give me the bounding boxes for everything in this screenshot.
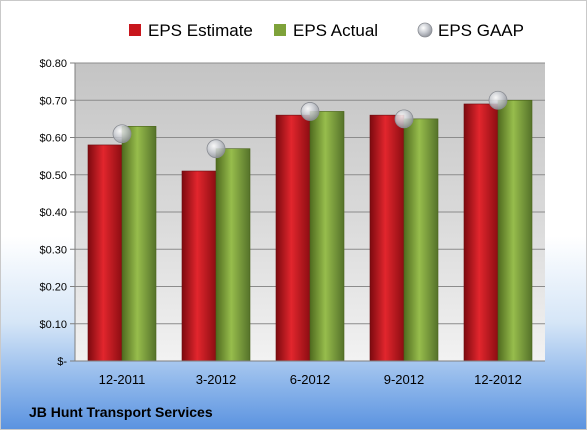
y-tick-label: $0.20 [39,282,67,294]
legend: EPS Estimate EPS Actual EPS GAAP [129,21,524,40]
y-tick-label: $0.80 [39,58,67,70]
gaap-markers [112,90,508,159]
bar-eps-actual [215,148,251,362]
x-category-label: 12-2012 [474,372,522,387]
legend-label: EPS GAAP [438,21,524,40]
marker-eps-gaap [394,109,414,129]
bar-eps-estimate [87,144,123,362]
x-category-label: 6-2012 [290,372,330,387]
bar-eps-estimate [275,114,311,362]
bar-eps-actual [403,118,439,362]
legend-swatch [274,24,286,36]
y-tick-label: $- [57,356,67,368]
bar-eps-estimate [369,114,405,362]
x-category-label: 3-2012 [196,372,236,387]
legend-label: EPS Estimate [148,21,253,40]
bars [87,99,533,362]
y-tick-label: $0.40 [39,207,67,219]
company-name: JB Hunt Transport Services [29,404,213,420]
y-tick-label: $0.70 [39,95,67,107]
marker-eps-gaap [300,102,320,121]
y-axis: $- $0.10 $0.20 $0.30 $0.40 $0.50 $0.60 $0.70 $0.… [39,58,76,368]
y-tick-label: $0.50 [39,170,67,182]
legend-label: EPS Actual [293,21,378,40]
bar-eps-estimate [463,103,499,362]
x-axis: 12-2011 3-2012 6-2012 9-2012 12-2012 [75,360,545,387]
bar-eps-estimate [181,170,217,362]
bar-eps-actual [121,126,157,362]
marker-eps-gaap [112,124,132,144]
y-tick-label: $0.30 [39,244,67,256]
legend-swatch [417,22,433,38]
bar-eps-actual [497,99,533,362]
marker-eps-gaap [206,139,226,159]
bar-eps-actual [309,111,345,362]
y-tick-label: $0.60 [39,133,67,145]
y-tick-label: $0.10 [39,319,67,331]
x-category-label: 12-2011 [99,372,146,387]
marker-eps-gaap [488,90,508,110]
legend-swatch [129,24,141,36]
x-category-label: 9-2012 [384,372,424,387]
